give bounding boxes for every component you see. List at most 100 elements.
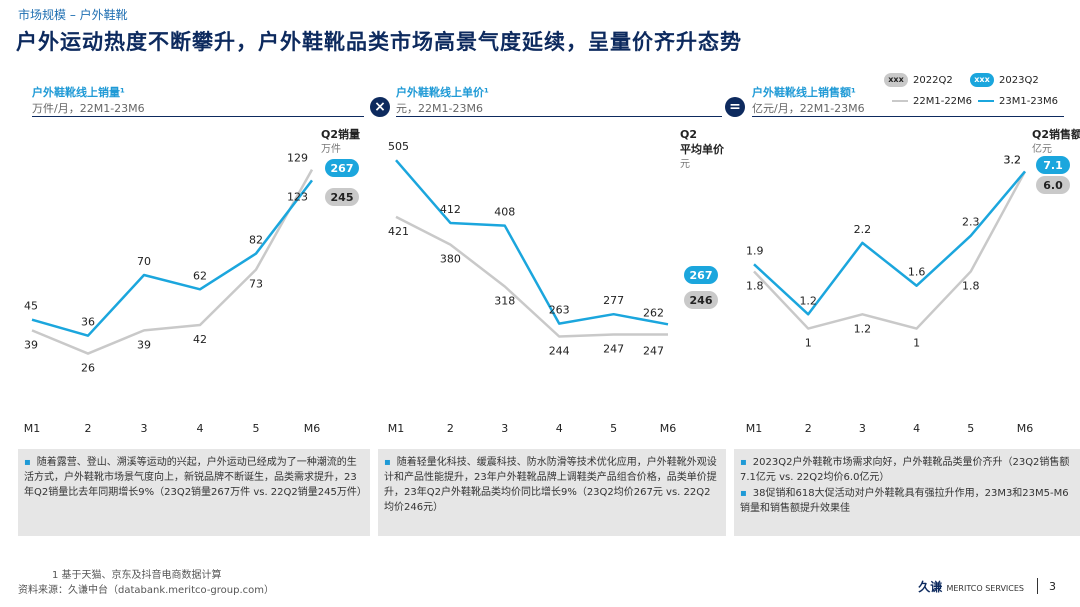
x-tick-label: M1 xyxy=(24,422,41,435)
q2-2023-pill xyxy=(325,159,359,177)
data-label: 505 xyxy=(388,140,409,153)
footnote: 1 基于天猫、京东及抖音电商数据计算 xyxy=(52,570,222,581)
panel-1-unit: 万件/月，22M1-23M6 xyxy=(32,102,145,115)
data-label: 39 xyxy=(24,338,38,351)
section-label: 市场规模 – 户外鞋靴 xyxy=(18,8,128,22)
data-label: 1.9 xyxy=(746,244,764,257)
multiply-operator: × xyxy=(370,97,390,117)
x-tick-label: 2 xyxy=(805,422,812,435)
data-label: 36 xyxy=(81,316,95,329)
legend-pill-grey: xxx xyxy=(884,73,908,87)
q2-unit: 元 xyxy=(680,159,690,170)
x-tick-label: 4 xyxy=(556,422,563,435)
x-tick-label: 3 xyxy=(141,422,148,435)
data-label: 70 xyxy=(137,255,151,268)
data-label: 1.8 xyxy=(746,279,764,292)
data-label: 3.2 xyxy=(1004,153,1022,166)
bullet-box-3 xyxy=(734,449,1080,536)
legend-2022q2-label: 2022Q2 xyxy=(913,75,953,86)
data-label: 1.2 xyxy=(799,294,817,307)
q2-2022-pill xyxy=(1036,176,1070,194)
data-label: 247 xyxy=(643,344,664,357)
x-tick-label: 2 xyxy=(85,422,92,435)
x-tick-label: 3 xyxy=(501,422,508,435)
data-label: 421 xyxy=(388,225,409,238)
page-headline: 户外运动热度不断攀升，户外鞋靴品类市场高景气度延续，呈量价齐升态势 xyxy=(16,30,742,54)
series-line-2022 xyxy=(31,169,314,355)
x-tick-label: 2 xyxy=(447,422,454,435)
panel-1-title: 户外鞋靴线上销量¹ xyxy=(32,86,125,99)
bullet-box-1 xyxy=(18,449,370,536)
legend-pill-blue: xxx xyxy=(970,73,994,87)
x-tick-label: 5 xyxy=(967,422,974,435)
panel-2-rule xyxy=(396,116,722,117)
q2-title: Q2 xyxy=(680,128,697,141)
q2-2023-pill xyxy=(684,266,718,284)
series-line-2023 xyxy=(395,159,669,326)
data-label: 129 xyxy=(287,152,308,165)
q2-unit: 万件 xyxy=(321,143,341,155)
data-label: 73 xyxy=(249,278,263,291)
q2-unit: 亿元 xyxy=(1032,142,1052,155)
x-tick-label: 5 xyxy=(610,422,617,435)
logo-cn: 久谦 xyxy=(918,580,943,594)
company-logo: 久谦 MERITCO SERVICES xyxy=(918,578,1024,595)
data-label: 82 xyxy=(249,234,263,247)
bullet-dot: ▪ xyxy=(24,457,31,468)
x-tick-label: M6 xyxy=(660,422,677,435)
legend-2022-range: 22M1-22M6 xyxy=(892,96,972,107)
x-tick-label: M6 xyxy=(304,422,321,435)
series-line-2023 xyxy=(31,179,313,337)
panel-3-rule xyxy=(752,116,1064,117)
data-label: 380 xyxy=(440,253,461,266)
data-label: 3.2 xyxy=(1004,153,1022,166)
page-number: 3 xyxy=(1049,580,1056,593)
q2-2023-value: 267 xyxy=(331,162,354,175)
q2-2022-value: 245 xyxy=(331,191,354,204)
panel-2-title: 户外鞋靴线上单价¹ xyxy=(396,86,489,99)
data-label: 26 xyxy=(81,362,95,375)
q2-2022-pill xyxy=(684,291,718,309)
bullet-4-text: 38促销和618大促活动对户外鞋靴具有强拉升作用，23M3和23M5-M6销量和… xyxy=(740,488,1069,514)
legend-2023q2: xxx 2023Q2 xyxy=(970,73,1039,87)
q2-2022-value: 6.0 xyxy=(1043,179,1063,192)
bullet-1: ▪ 随着露营、登山、溯溪等运动的兴起，户外运动已经成为了一种潮流的生活方式，户外鞋… xyxy=(24,455,367,500)
q2-title-2: 平均单价 xyxy=(680,142,725,156)
x-tick-label: M6 xyxy=(1017,422,1034,435)
bullet-dot: ▪ xyxy=(740,457,747,468)
bullet-1-text: 随着露营、登山、溯溪等运动的兴起，户外运动已经成为了一种潮流的生活方式，户外鞋靴… xyxy=(24,457,367,498)
bullet-4: ▪ 38促销和618大促活动对户外鞋靴具有强拉升作用，23M3和23M5-M6销量… xyxy=(740,486,1074,516)
data-label: 2.2 xyxy=(854,223,872,236)
data-label: 1 xyxy=(913,337,920,350)
x-tick-label: 5 xyxy=(253,422,260,435)
data-label: 1.6 xyxy=(908,266,926,279)
legend-2023-range-label: 23M1-23M6 xyxy=(999,96,1059,107)
source-note: 资料来源：久谦中台（databank.meritco-group.com） xyxy=(18,585,275,596)
q2-2023-value: 7.1 xyxy=(1043,159,1063,172)
bullet-box-2 xyxy=(378,449,726,536)
q2-title: Q2销售额 xyxy=(1032,127,1080,141)
q2-2022-value: 246 xyxy=(690,294,713,307)
bullet-3-text: 2023Q2户外鞋靴市场需求向好，户外鞋靴品类量价齐升（23Q2销售额7.1亿元… xyxy=(740,457,1070,483)
data-label: 1 xyxy=(805,337,812,350)
data-label: 318 xyxy=(494,294,515,307)
legend-2022-range-label: 22M1-22M6 xyxy=(913,96,973,107)
data-label: 263 xyxy=(549,304,570,317)
bullet-dot: ▪ xyxy=(384,457,391,468)
q2-title: Q2销量 xyxy=(321,127,360,141)
legend-2022q2: xxx 2022Q2 xyxy=(884,73,953,87)
series-line-2022 xyxy=(753,170,1027,330)
data-label: 1.2 xyxy=(854,322,872,335)
panel-3-unit: 亿元/月，22M1-23M6 xyxy=(752,102,865,115)
footer-divider xyxy=(1037,578,1038,594)
legend-2023q2-label: 2023Q2 xyxy=(999,75,1039,86)
equals-operator: = xyxy=(725,97,745,117)
data-label: 39 xyxy=(137,338,151,351)
panel-2-unit: 元，22M1-23M6 xyxy=(396,102,483,115)
data-label: 247 xyxy=(603,342,624,355)
data-label: 408 xyxy=(494,206,515,219)
data-label: 123 xyxy=(287,190,308,203)
x-tick-label: 4 xyxy=(197,422,204,435)
series-line-2022 xyxy=(395,215,668,338)
